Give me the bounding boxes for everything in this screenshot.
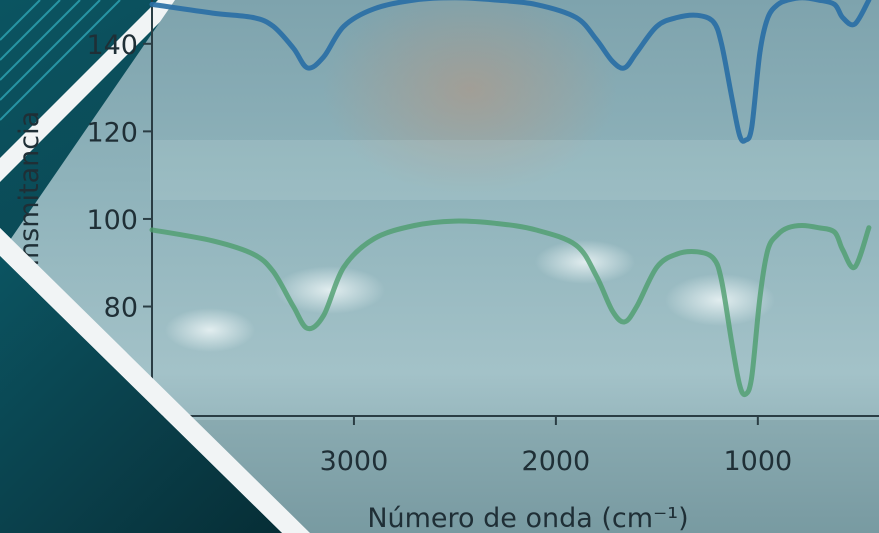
white-diagonal-band-top (0, 0, 182, 182)
x-axis-ticks: 3000 2000 1000 (320, 416, 792, 477)
spectrum-line-2 (149, 218, 872, 398)
y-tick-label-100: 100 (86, 205, 138, 236)
spectrum-line-1 (149, 0, 872, 144)
y-tick-label-120: 120 (86, 117, 138, 148)
y-tick-label-80: 80 (104, 293, 138, 324)
x-tick-label-3000: 3000 (320, 446, 389, 477)
white-diagonal-band-overlay (0, 228, 310, 533)
decorative-stripes (0, 0, 121, 121)
series-layer (149, 0, 872, 398)
x-tick-label-2000: 2000 (522, 446, 591, 477)
x-tick-label-1000: 1000 (723, 446, 792, 477)
y-axis-ticks: 80 100 120 140 (86, 30, 152, 324)
y-tick-label-140: 140 (86, 30, 138, 61)
teal-lower-left-panel (0, 256, 282, 533)
x-axis-label: Número de onda (cm⁻¹) (367, 503, 688, 533)
